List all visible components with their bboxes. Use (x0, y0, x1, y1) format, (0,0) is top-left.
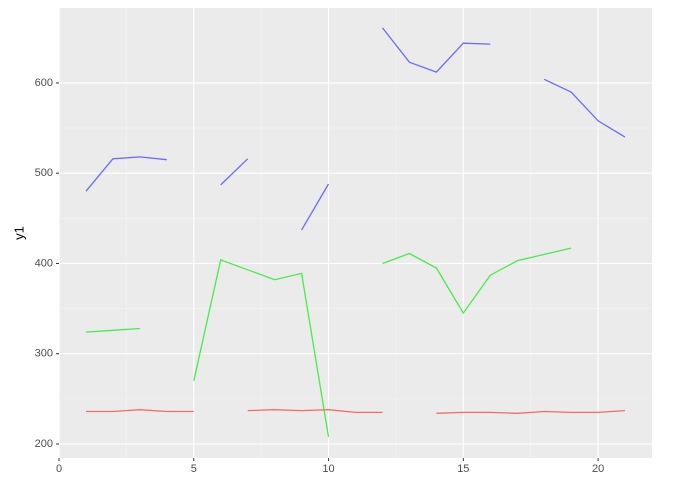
series-line (85, 247, 572, 437)
series-line (85, 27, 626, 231)
y-tick-label: 600 (35, 77, 53, 89)
x-tick-label: 5 (191, 463, 197, 475)
y-tick-label: 200 (35, 438, 53, 450)
watermark: https://blog.csdn.net/qq_35167821 (491, 471, 691, 486)
y-tick-label: 500 (35, 167, 53, 179)
series-line (86, 409, 626, 414)
plot-panel (59, 8, 652, 458)
x-tick-label: 15 (457, 463, 469, 475)
y-tick-label: 300 (35, 348, 53, 360)
y-tick-label: 400 (35, 257, 53, 269)
x-tick-label: 0 (56, 463, 62, 475)
x-tick-label: 10 (322, 463, 334, 475)
y-axis-label: y1 (11, 226, 26, 240)
x-tick-label: 20 (592, 463, 604, 475)
